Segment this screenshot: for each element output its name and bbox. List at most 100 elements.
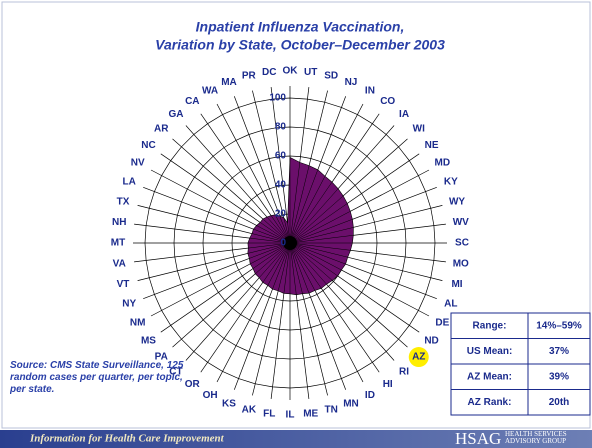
footer-bar <box>0 430 592 448</box>
spoke-over <box>250 242 291 265</box>
r-tick-label: 40 <box>275 180 287 191</box>
spoke-over <box>289 211 351 244</box>
category-label: AZ <box>412 352 425 363</box>
spoke-over <box>259 242 291 278</box>
footer-logo: HSAG <box>455 429 501 448</box>
category-label: NY <box>122 299 136 310</box>
category-label: MT <box>111 238 125 249</box>
table-cell <box>527 389 591 416</box>
category-label: OR <box>185 379 201 390</box>
spoke-over <box>289 242 310 294</box>
spoke-over <box>262 242 291 283</box>
category-label: DE <box>435 318 449 329</box>
category-label: WV <box>453 217 469 228</box>
category-label: TX <box>117 196 130 207</box>
chart-title: Inpatient Influenza Vaccination, <box>196 19 405 35</box>
category-label: NE <box>425 140 439 151</box>
spoke-over <box>248 242 291 249</box>
spoke-over <box>289 176 326 244</box>
spoke-over <box>272 242 291 290</box>
category-label: PA <box>155 352 168 363</box>
spoke-over <box>283 242 291 294</box>
spoke-over <box>289 242 342 271</box>
table-cell <box>450 389 529 416</box>
category-label: AR <box>154 124 169 135</box>
stats-table: Range: 14%–59% US Mean: 37% AZ Mean: 39% AZ Ra… <box>450 312 591 416</box>
r-tick-label: 80 <box>275 122 287 133</box>
category-label: MI <box>451 279 462 290</box>
r-tick-label: 60 <box>275 151 287 162</box>
category-label: FL <box>263 408 275 419</box>
category-label: VT <box>117 279 130 290</box>
category-label: DC <box>262 67 276 78</box>
spoke-over <box>289 227 354 244</box>
category-label: NC <box>141 140 155 151</box>
table-label: AZ Rank: <box>468 397 512 408</box>
category-label: CA <box>185 96 199 107</box>
category-label: NV <box>131 158 145 169</box>
category-label: CO <box>380 96 395 107</box>
spoke-over <box>252 242 291 269</box>
center <box>283 236 297 250</box>
category-label: MA <box>221 77 237 88</box>
category-label: OK <box>283 66 299 77</box>
spoke-over <box>289 242 338 277</box>
table-cell <box>450 338 529 365</box>
category-label: IA <box>399 109 409 120</box>
category-label: SC <box>455 238 469 249</box>
spoke-over <box>289 242 303 294</box>
category-label: KY <box>444 177 458 188</box>
category-label: WY <box>449 196 465 207</box>
r-tick-label: 0 <box>280 238 286 249</box>
spoke-over <box>247 242 291 254</box>
category-label: AL <box>444 299 457 310</box>
spoke-over <box>277 242 291 291</box>
category-label: NM <box>130 318 146 329</box>
category-label: CT <box>169 366 182 377</box>
category-label: MD <box>435 158 451 169</box>
category-label: HI <box>383 379 393 390</box>
spoke-over <box>289 242 351 251</box>
category-label: OH <box>203 390 218 401</box>
category-label: PR <box>242 71 257 82</box>
spoke-over <box>289 203 348 244</box>
category-label: WI <box>413 124 425 135</box>
table-cell <box>527 363 591 390</box>
spoke-over <box>289 219 353 244</box>
spoke-over <box>289 181 333 244</box>
category-label: NH <box>112 217 126 228</box>
category-label: TN <box>324 405 337 416</box>
footer-logo-box: HEALTH SERVICES ADVISORY GROUP <box>505 431 567 445</box>
source-box: Source: CMS State Surveillance, 125 rand… <box>10 360 183 395</box>
category-label: IN <box>365 85 375 96</box>
spoke-over <box>289 162 301 244</box>
table-value: 39% <box>549 371 569 382</box>
category-label: VA <box>113 258 126 269</box>
footer-logo-text: HEALTH SERVICES ADVISORY GROUP <box>505 431 567 445</box>
frame <box>1 1 591 429</box>
spoke-over <box>289 195 344 244</box>
spoke-over <box>289 242 348 258</box>
spoke-over <box>255 242 291 274</box>
category-label: ND <box>424 335 438 346</box>
table-value: 14%–59% <box>536 320 582 331</box>
table-cell <box>527 338 591 365</box>
category-label: LA <box>123 177 136 188</box>
table-label: AZ Mean: <box>467 371 512 382</box>
spoke <box>270 87 291 244</box>
category-label: RI <box>399 366 409 377</box>
category-label: UT <box>304 67 317 78</box>
spoke-over <box>289 242 322 289</box>
category-label: NJ <box>345 77 358 88</box>
spoke-over <box>289 242 297 295</box>
spoke-over <box>289 242 327 285</box>
chart-subtitle: Variation by State, October–December 200… <box>155 37 445 53</box>
category-label: AK <box>242 405 257 416</box>
highlight <box>408 347 429 368</box>
category-label: ME <box>303 408 318 419</box>
category-label: WA <box>202 85 218 96</box>
table-cell <box>527 312 591 339</box>
spoke-over <box>289 188 339 244</box>
